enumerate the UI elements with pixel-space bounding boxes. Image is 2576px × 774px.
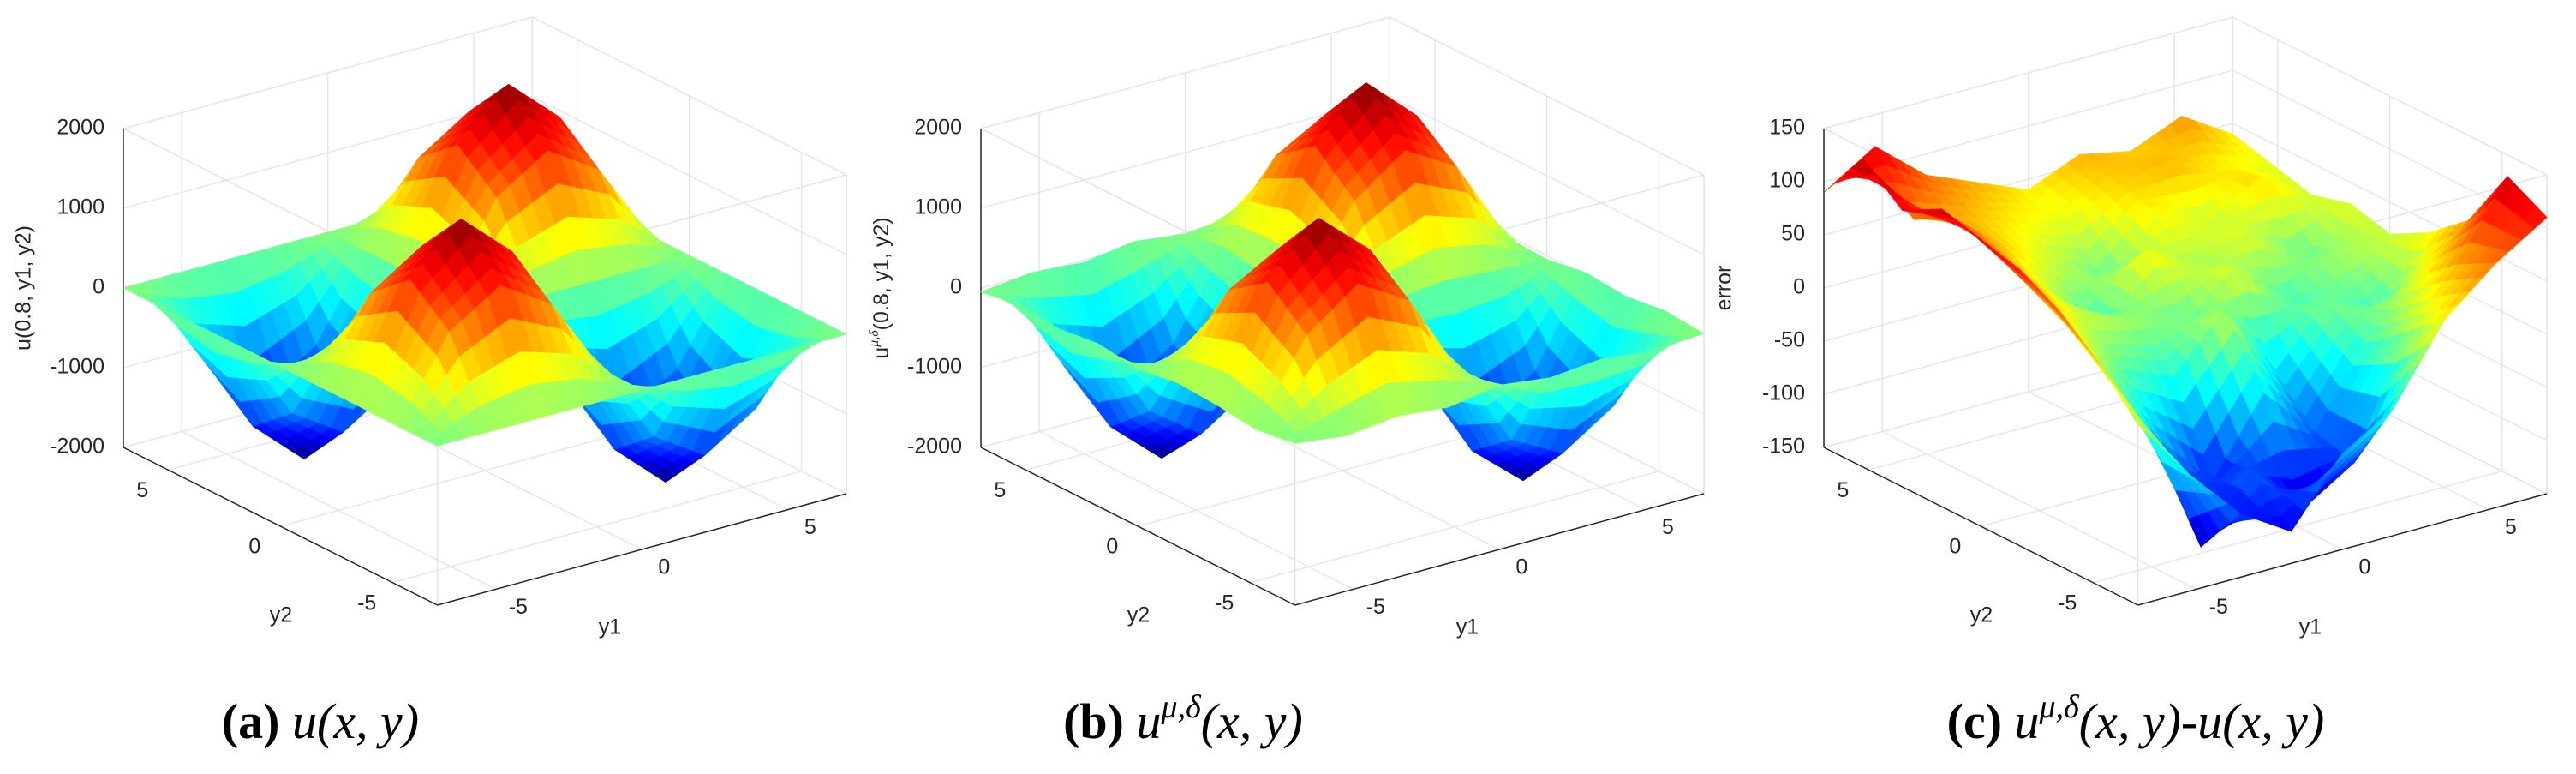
grid-line xyxy=(1250,152,1660,584)
x-tick-label: -5 xyxy=(2209,595,2228,619)
caption: (c) uμ,δ(x, y)-u(x, y) xyxy=(1947,689,2325,750)
surface-patch xyxy=(427,431,451,447)
x-axis-label: y1 xyxy=(2299,615,2322,639)
z-tick-label: 1000 xyxy=(914,195,962,219)
caption-sup: μ,δ xyxy=(1161,689,1203,725)
caption-space xyxy=(1124,693,1137,749)
z-tick-label: -2000 xyxy=(907,435,962,459)
z-tick-label: -1000 xyxy=(50,355,105,379)
z-tick-label: 150 xyxy=(1769,116,1805,140)
y-tick-label: -5 xyxy=(2058,591,2077,615)
z-tick-label: -1000 xyxy=(907,355,962,379)
y-axis-label: y2 xyxy=(270,603,292,627)
caption-label: (a) xyxy=(222,693,280,749)
grid-line xyxy=(980,96,1705,255)
y-tick-label: 5 xyxy=(1837,478,1849,502)
z-tick-label: -2000 xyxy=(50,435,105,459)
x-tick-label: 0 xyxy=(658,555,670,579)
grid-line xyxy=(392,152,803,584)
z-tick-label: 1000 xyxy=(57,195,105,219)
y-tick-label: 0 xyxy=(248,535,260,559)
x-tick-label: 0 xyxy=(2358,555,2370,579)
x-axis-label: y1 xyxy=(1456,615,1479,639)
surface xyxy=(1823,115,2548,548)
surface xyxy=(979,81,1705,482)
y-tick-label: 0 xyxy=(1106,535,1118,559)
grid-line xyxy=(1038,112,1354,591)
z-tick-label: 0 xyxy=(93,275,105,299)
z-axis-label: u(0.8, y1, y2) xyxy=(12,225,36,351)
axis-line xyxy=(980,447,1295,606)
surface-patch xyxy=(1284,432,1309,444)
z-tick-label: 0 xyxy=(950,275,962,299)
axis-line xyxy=(2137,493,2548,606)
z-tick-label: -50 xyxy=(1774,328,1805,352)
x-tick-label: -5 xyxy=(1366,595,1385,619)
z-tick-label: -100 xyxy=(1762,381,1805,405)
z-tick-label: 50 xyxy=(1781,222,1805,246)
z-label-base: u xyxy=(870,347,894,359)
x-tick-label: 5 xyxy=(1662,515,1674,539)
grid-line xyxy=(2093,152,2503,584)
axis-line xyxy=(437,493,847,606)
surface xyxy=(122,83,848,483)
caption-base: u xyxy=(2015,693,2040,749)
y-axis-label: y2 xyxy=(1127,603,1150,627)
z-axis-label: error xyxy=(1712,266,1736,311)
y-tick-label: 5 xyxy=(136,478,148,502)
x-tick-label: 5 xyxy=(804,515,816,539)
x-tick-label: -5 xyxy=(509,595,528,619)
caption: (b) uμ,δ(x, y) xyxy=(1063,689,1303,750)
y-axis-label: y2 xyxy=(1970,603,1993,627)
z-label-rest: (0.8, y1, y2) xyxy=(870,217,894,330)
caption-base: u xyxy=(1137,693,1162,749)
caption-space xyxy=(280,693,293,749)
x-tick-label: 0 xyxy=(1515,555,1527,579)
z-tick-label: 100 xyxy=(1769,169,1805,193)
axis-line xyxy=(123,447,438,606)
y-tick-label: -5 xyxy=(1215,591,1234,615)
grid-line xyxy=(123,16,847,176)
y-tick-label: 0 xyxy=(1949,535,1961,559)
axis-line xyxy=(1294,493,1705,606)
z-tick-label: 2000 xyxy=(914,116,962,140)
z-tick-label: 2000 xyxy=(57,116,105,140)
x-tick-label: 5 xyxy=(2505,515,2517,539)
caption-rest: (x, y) xyxy=(1201,693,1303,749)
grid-line xyxy=(1823,16,2548,176)
grid-line xyxy=(1823,69,2548,229)
grid-line xyxy=(181,112,497,591)
surface-patch xyxy=(2127,408,2151,438)
z-label-sup: μ,δ xyxy=(867,330,882,348)
y-tick-label: -5 xyxy=(357,591,376,615)
x-axis-label: y1 xyxy=(599,615,621,639)
axis-line xyxy=(1823,447,2138,606)
grid-line xyxy=(980,16,1705,176)
y-tick-label: 5 xyxy=(994,478,1006,502)
caption: (a) u(x, y) xyxy=(222,693,419,749)
caption-label: (b) xyxy=(1063,693,1124,749)
caption-base: u(x, y) xyxy=(292,693,419,749)
caption-sup: μ,δ xyxy=(2039,689,2081,725)
z-tick-label: 0 xyxy=(1793,275,1805,299)
grid-line xyxy=(1881,112,2197,591)
caption-rest: (x, y)-u(x, y) xyxy=(2079,693,2325,749)
grid-line xyxy=(123,96,847,255)
grid-line xyxy=(1981,96,2391,527)
z-axis-label: uμ,δ(0.8, y1, y2) xyxy=(867,217,893,358)
caption-label: (c) xyxy=(1947,693,2002,749)
z-tick-label: -150 xyxy=(1762,435,1805,459)
caption-space xyxy=(2002,693,2015,749)
